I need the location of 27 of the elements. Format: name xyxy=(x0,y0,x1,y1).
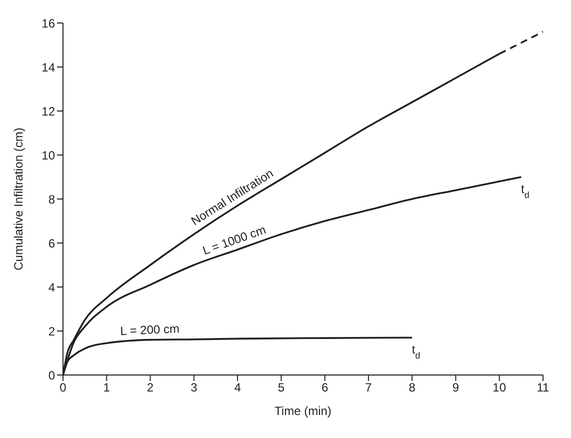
y-axis-title: Cumulative Infiltration (cm) xyxy=(11,128,26,270)
x-tick-label: 7 xyxy=(365,380,372,395)
y-tick-label: 4 xyxy=(48,280,56,294)
series-label: L = 200 cm xyxy=(120,322,180,338)
y-tick-label: 0 xyxy=(48,368,56,382)
x-tick-label: 9 xyxy=(452,380,460,395)
x-tick-label: 3 xyxy=(190,380,198,395)
y-tick-label: 8 xyxy=(48,192,56,206)
y-tick-label: 2 xyxy=(48,324,56,338)
text: L = 1000 cm xyxy=(200,222,268,258)
x-tick-label: 4 xyxy=(234,380,242,395)
x-tick-label: 10 xyxy=(492,380,506,395)
x-tick-label: 1 xyxy=(103,380,110,395)
x-tick-label: 6 xyxy=(321,380,328,395)
x-axis-title: Time (min) xyxy=(274,404,332,418)
x-tick-label: 2 xyxy=(146,380,154,395)
y-tick-label: 6 xyxy=(48,236,56,250)
x-tick-label: 11 xyxy=(536,380,550,395)
y-tick-label: 16 xyxy=(42,16,56,30)
x-tick-label: 8 xyxy=(408,380,416,395)
annotation: t$_{d}$ xyxy=(521,182,530,200)
y-tick-label: 12 xyxy=(42,104,56,118)
y-tick-label: 10 xyxy=(42,148,56,162)
x-tick-label: 0 xyxy=(60,380,67,395)
x-tick-label: 5 xyxy=(278,380,285,395)
y-tick-label: 14 xyxy=(42,60,56,74)
annotation: t$_{d}$ xyxy=(412,342,420,361)
